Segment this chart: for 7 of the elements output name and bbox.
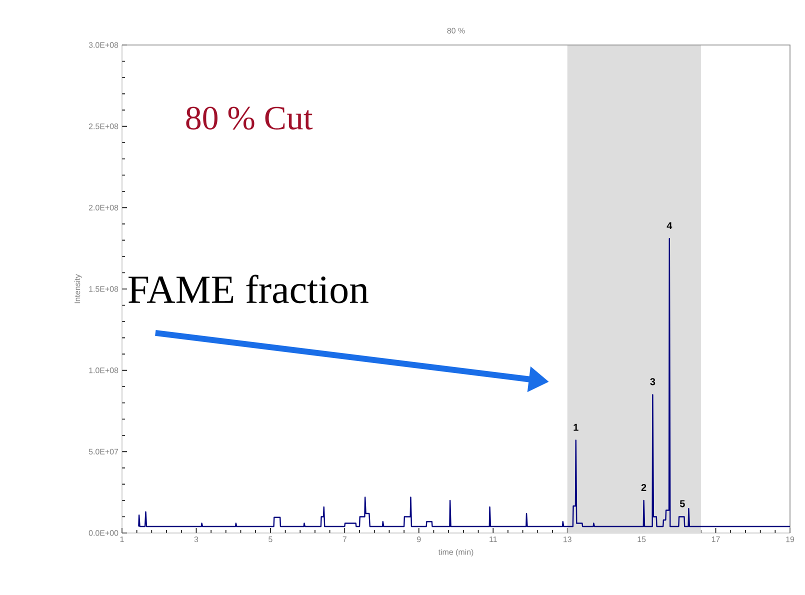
- annotation: 3: [650, 378, 656, 386]
- annotation: FAME fraction: [128, 274, 368, 304]
- annotation: 4: [666, 222, 672, 230]
- annotation: 2: [641, 484, 646, 491]
- annotation: 5: [680, 500, 685, 508]
- annotation: 80 % Cut: [186, 106, 313, 130]
- annotation: 1: [574, 424, 578, 431]
